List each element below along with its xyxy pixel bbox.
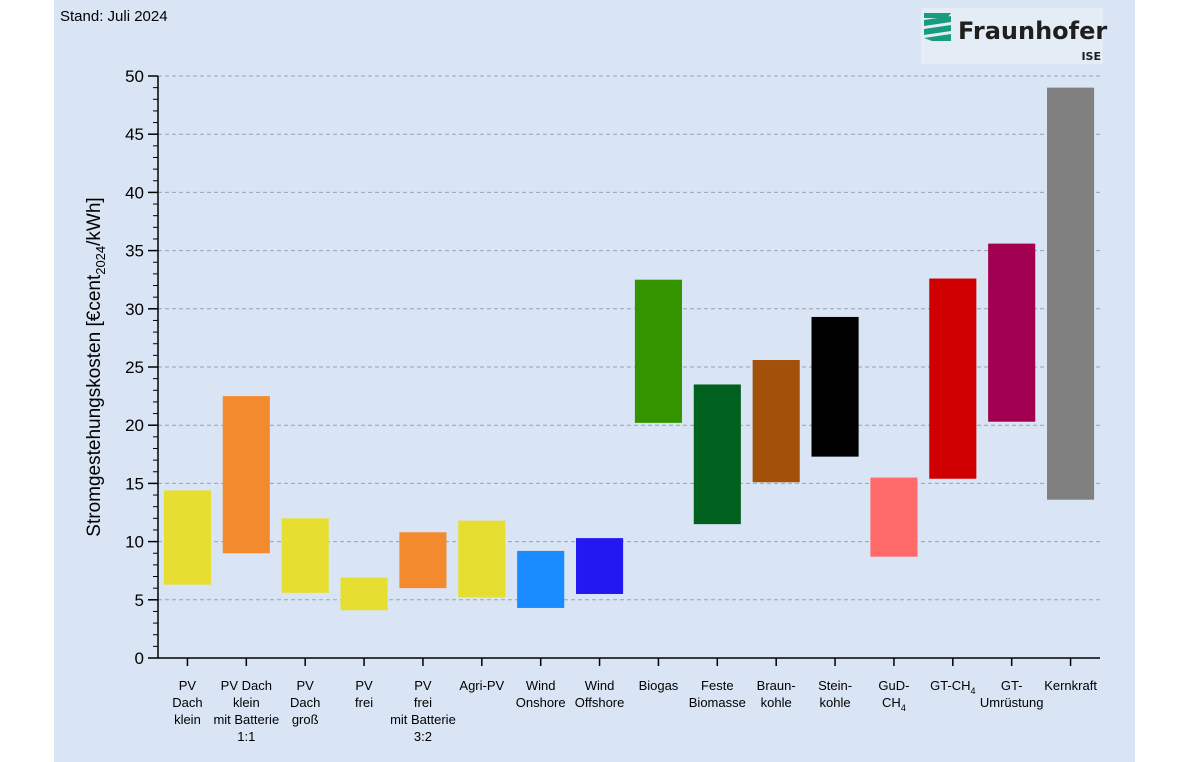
x-tick-label: GuD-CH4 [878, 678, 909, 713]
logo-text: Fraunhofer [958, 17, 1107, 45]
x-tick-label: PV Dach groß [290, 678, 320, 727]
bar-0 [163, 490, 211, 585]
y-tick-label: 25 [125, 358, 144, 377]
bar-6 [517, 550, 565, 608]
x-tick-label: Stein-kohle [818, 678, 852, 710]
bar-11 [811, 316, 859, 457]
y-tick-label: 10 [125, 533, 144, 552]
axes [148, 75, 1100, 666]
labels: 0 5 10 15 20 25 30 35 40 45 50 PV Dach klein PV Dach kl… [125, 67, 1097, 744]
bar-7 [576, 538, 624, 594]
x-tick-label: PV Dach klein mit Batterie 1:1 [213, 678, 279, 744]
bar-14 [988, 243, 1036, 422]
y-axis-label: Stromgestehungskosten [€cent2024/kWh] [84, 197, 108, 536]
bar-4 [399, 532, 447, 589]
y-tick-label: 35 [125, 242, 144, 261]
bar-12 [870, 477, 918, 557]
y-tick-label: 50 [125, 67, 144, 86]
logo-background [921, 8, 1103, 64]
y-tick-label: 0 [135, 649, 144, 668]
x-tick-label: PV Dach klein [172, 678, 202, 727]
bar-13 [929, 278, 977, 479]
bar-1 [222, 396, 270, 554]
x-tick-label: GT-Umrüstung [980, 678, 1044, 710]
bar-10 [752, 360, 800, 483]
y-tick-label: 40 [125, 183, 144, 202]
y-tick-label: 15 [125, 474, 144, 493]
x-tick-label: PV frei [355, 678, 373, 710]
bar-15 [1047, 87, 1095, 500]
x-tick-label: Wind Offshore [575, 678, 625, 710]
x-tick-label: PV frei mit Batterie 3:2 [390, 678, 456, 744]
x-tick-label: Braun-kohle [757, 678, 796, 710]
bar-5 [458, 520, 506, 598]
logo-stripes-icon [924, 13, 951, 41]
y-tick-label: 5 [135, 591, 144, 610]
y-tick-label: 30 [125, 300, 144, 319]
stand-date: Stand: Juli 2024 [60, 8, 168, 25]
x-tick-label: Feste Biomasse [689, 678, 746, 710]
bars [163, 87, 1095, 611]
x-tick-label: Wind Onshore [516, 678, 566, 710]
bar-8 [634, 279, 682, 423]
bar-3 [340, 577, 388, 611]
bar-9 [693, 384, 741, 525]
logo-subtext: ISE [1081, 50, 1101, 63]
x-tick-label: Agri-PV [459, 678, 504, 693]
y-tick-label: 20 [125, 416, 144, 435]
x-tick-label: GT-CH4 [930, 678, 975, 696]
fraunhofer-logo: Fraunhofer ISE [921, 8, 1107, 64]
x-tick-label: Biogas [639, 678, 679, 693]
y-tick-label: 45 [125, 125, 144, 144]
x-tick-label: Kernkraft [1044, 678, 1097, 693]
grid [158, 75, 1100, 601]
bar-2 [281, 518, 329, 593]
